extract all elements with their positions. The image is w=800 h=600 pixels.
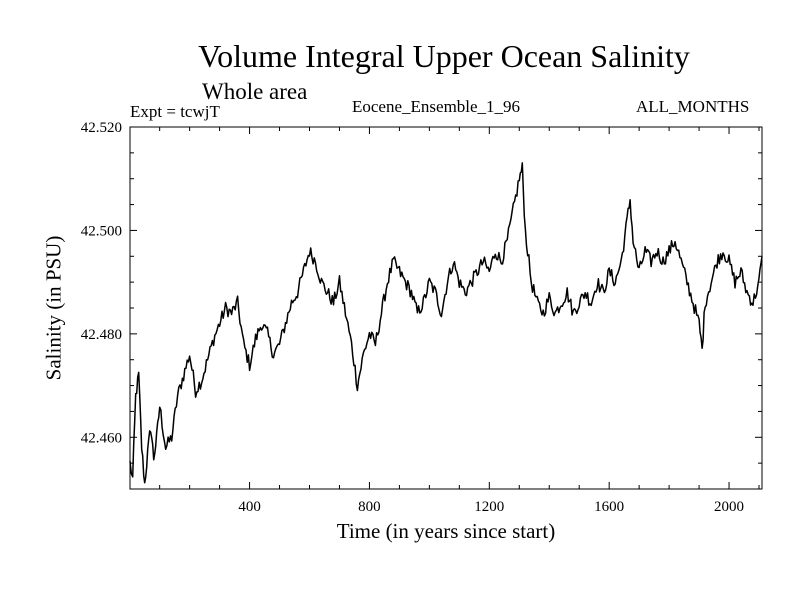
months-label: ALL_MONTHS bbox=[636, 97, 750, 116]
salinity-series-line bbox=[129, 162, 763, 484]
y-tick-label: 42.480 bbox=[81, 327, 122, 343]
experiment-label: Expt = tcwjT bbox=[130, 102, 220, 121]
chart-title: Volume Integral Upper Ocean Salinity bbox=[198, 38, 690, 74]
x-tick-label: 1200 bbox=[474, 499, 504, 515]
chart-subtitle: Whole area bbox=[202, 79, 308, 104]
run-name-label: Eocene_Ensemble_1_96 bbox=[352, 97, 521, 116]
x-axis-label: Time (in years since start) bbox=[336, 519, 556, 543]
x-tick-label: 400 bbox=[238, 499, 261, 515]
x-tick-label: 2000 bbox=[714, 499, 744, 515]
y-tick-label: 42.500 bbox=[81, 223, 122, 239]
x-tick-label: 1600 bbox=[594, 499, 624, 515]
x-tick-label: 800 bbox=[358, 499, 381, 515]
y-tick-label: 42.460 bbox=[81, 430, 122, 446]
y-tick-label: 42.520 bbox=[81, 120, 122, 136]
